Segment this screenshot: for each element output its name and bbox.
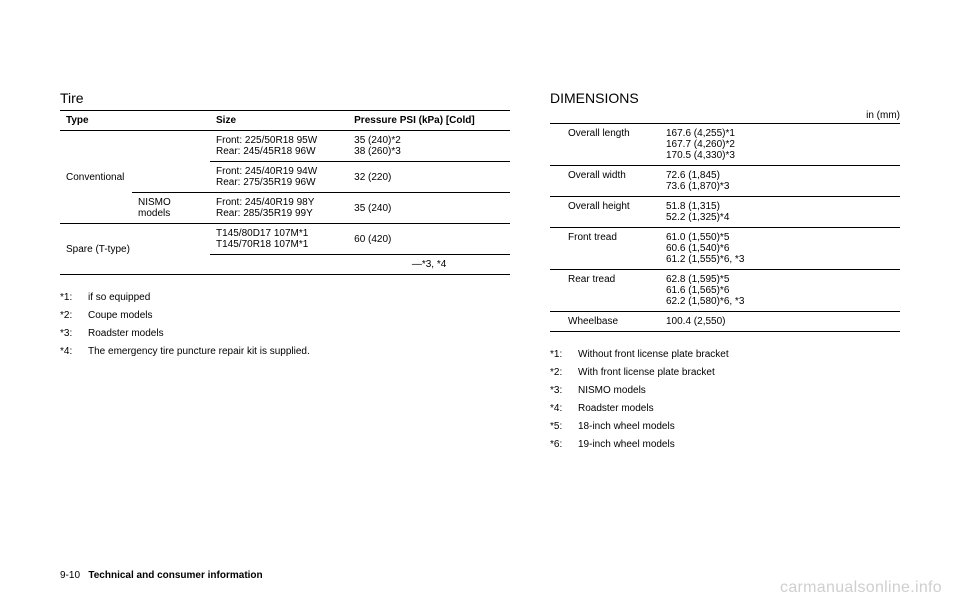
fn-key: *3: (550, 382, 578, 400)
tire-type-conventional: Conventional (60, 131, 132, 224)
fn-key: *2: (60, 307, 88, 325)
tire-header-pressure: Pressure PSI (kPa) [Cold] (348, 111, 510, 131)
fn-key: *1: (550, 346, 578, 364)
tire-size-1: Front: 245/40R19 94W Rear: 275/35R19 96W (210, 162, 348, 193)
fn-text: With front license plate bracket (578, 364, 715, 382)
dim-label-1: Overall width (550, 166, 660, 197)
tire-header-type: Type (60, 111, 210, 131)
dim-label-3: Front tread (550, 228, 660, 270)
dim-label-0: Overall length (550, 124, 660, 166)
dim-value-2: 51.8 (1,315) 52.2 (1,325)*4 (660, 197, 900, 228)
tire-pressure-0: 35 (240)*2 38 (260)*3 (348, 131, 510, 162)
fn-text: 19-inch wheel models (578, 436, 675, 454)
page-container: Tire Type Size Pressure PSI (kPa) [Cold]… (0, 0, 960, 484)
footer-section-title: Technical and consumer information (88, 570, 262, 581)
dimensions-table: Overall length167.6 (4,255)*1 167.7 (4,2… (550, 123, 900, 332)
fn-text: NISMO models (578, 382, 646, 400)
tire-pressure-2: 35 (240) (348, 193, 510, 224)
fn-key: *2: (550, 364, 578, 382)
dim-footnote: *1:Without front license plate bracket (550, 346, 900, 364)
dim-label-2: Overall height (550, 197, 660, 228)
dim-footnote: *2:With front license plate bracket (550, 364, 900, 382)
fn-text: Roadster models (88, 325, 164, 343)
dim-value-1: 72.6 (1,845) 73.6 (1,870)*3 (660, 166, 900, 197)
dim-footnote: *3:NISMO models (550, 382, 900, 400)
dim-footnote: *5:18-inch wheel models (550, 418, 900, 436)
tire-sub-empty-0 (132, 131, 210, 162)
right-column: DIMENSIONS in (mm) Overall length167.6 (… (550, 90, 900, 454)
tire-sub-empty-1 (132, 162, 210, 193)
fn-text: Without front license plate bracket (578, 346, 729, 364)
page-number: 9-10 (60, 570, 80, 581)
fn-text: Coupe models (88, 307, 152, 325)
fn-text: Roadster models (578, 400, 654, 418)
dimensions-footnotes: *1:Without front license plate bracket *… (550, 346, 900, 454)
fn-key: *3: (60, 325, 88, 343)
dimensions-section-title: DIMENSIONS (550, 90, 900, 106)
dim-footnote: *6:19-inch wheel models (550, 436, 900, 454)
tire-section-title: Tire (60, 90, 510, 106)
page-footer: 9-10 Technical and consumer information (60, 570, 263, 581)
tire-size-0: Front: 225/50R18 95W Rear: 245/45R18 96W (210, 131, 348, 162)
dim-value-4: 62.8 (1,595)*5 61.6 (1,565)*6 62.2 (1,58… (660, 270, 900, 312)
dim-label-4: Rear tread (550, 270, 660, 312)
dim-value-5: 100.4 (2,550) (660, 312, 900, 332)
tire-sub-nismo: NISMO models (132, 193, 210, 224)
tire-pressure-4: —*3, *4 (348, 255, 510, 275)
tire-footnotes: *1:if so equipped *2:Coupe models *3:Roa… (60, 289, 510, 361)
tire-pressure-3: 60 (420) (348, 224, 510, 255)
tire-pressure-1: 32 (220) (348, 162, 510, 193)
fn-key: *4: (60, 343, 88, 361)
tire-header-size: Size (210, 111, 348, 131)
fn-text: 18-inch wheel models (578, 418, 675, 436)
tire-type-spare: Spare (T-type) (60, 224, 210, 275)
tire-size-3: T145/80D17 107M*1 T145/70R18 107M*1 (210, 224, 348, 255)
tire-size-2: Front: 245/40R19 98Y Rear: 285/35R19 99Y (210, 193, 348, 224)
tire-size-4 (210, 255, 348, 275)
fn-text: The emergency tire puncture repair kit i… (88, 343, 310, 361)
tire-table: Type Size Pressure PSI (kPa) [Cold] Conv… (60, 110, 510, 275)
dim-label-5: Wheelbase (550, 312, 660, 332)
watermark-text: carmanualsonline.info (780, 579, 942, 597)
fn-text: if so equipped (88, 289, 150, 307)
dim-footnote: *4:Roadster models (550, 400, 900, 418)
fn-key: *6: (550, 436, 578, 454)
tire-footnote: *4:The emergency tire puncture repair ki… (60, 343, 510, 361)
fn-key: *1: (60, 289, 88, 307)
tire-footnote: *3:Roadster models (60, 325, 510, 343)
fn-key: *5: (550, 418, 578, 436)
tire-footnote: *1:if so equipped (60, 289, 510, 307)
fn-key: *4: (550, 400, 578, 418)
dim-value-3: 61.0 (1,550)*5 60.6 (1,540)*6 61.2 (1,55… (660, 228, 900, 270)
tire-footnote: *2:Coupe models (60, 307, 510, 325)
left-column: Tire Type Size Pressure PSI (kPa) [Cold]… (60, 90, 510, 454)
dim-value-0: 167.6 (4,255)*1 167.7 (4,260)*2 170.5 (4… (660, 124, 900, 166)
dimensions-unit: in (mm) (550, 110, 900, 121)
